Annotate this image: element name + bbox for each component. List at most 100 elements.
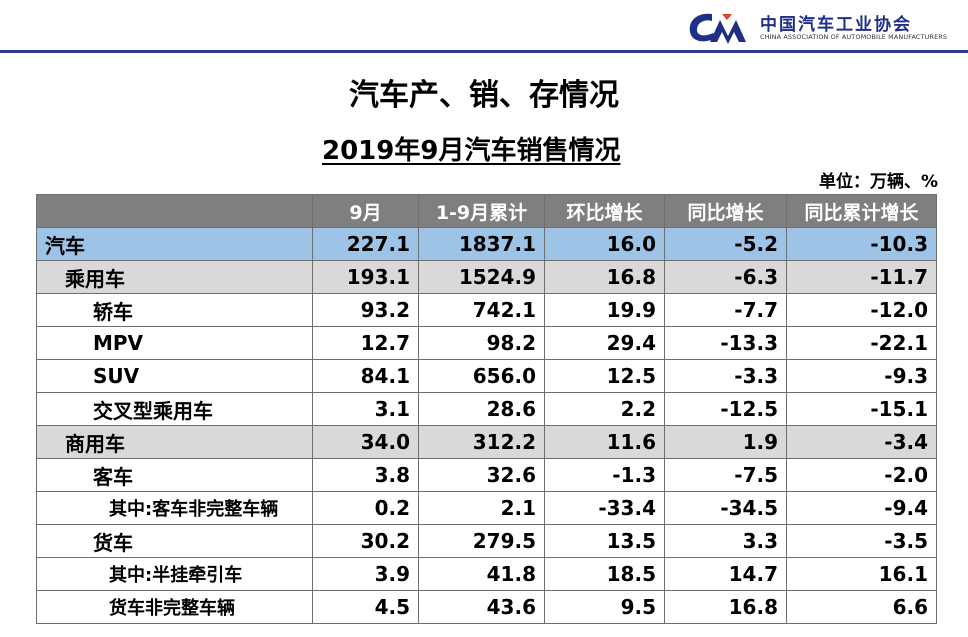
row-label: 乘用车 bbox=[36, 260, 313, 294]
column-header-ytd: 1-9月累计 bbox=[418, 194, 545, 228]
cell-ytd-yoy-growth: -22.1 bbox=[786, 326, 937, 360]
caam-logo bbox=[689, 13, 746, 44]
cell-mom-growth: 11.6 bbox=[544, 425, 665, 459]
row-label: SUV bbox=[36, 359, 313, 393]
cell-ytd-yoy-growth: -9.3 bbox=[786, 359, 937, 393]
cell-mom-growth: 9.5 bbox=[544, 590, 665, 624]
cell-ytd-yoy-growth: -9.4 bbox=[786, 491, 937, 525]
cell-month: 227.1 bbox=[312, 227, 419, 261]
row-label: MPV bbox=[36, 326, 313, 360]
table-row: SUV 84.1 656.0 12.5 -3.3 -9.3 bbox=[36, 359, 937, 393]
cell-mom-growth: 16.0 bbox=[544, 227, 665, 261]
cell-month: 193.1 bbox=[312, 260, 419, 294]
cell-month: 34.0 bbox=[312, 425, 419, 459]
cell-month: 12.7 bbox=[312, 326, 419, 360]
table-row: 其中:客车非完整车辆 0.2 2.1 -33.4 -34.5 -9.4 bbox=[36, 491, 937, 525]
table-row: 货车 30.2 279.5 13.5 3.3 -3.5 bbox=[36, 524, 937, 558]
cell-month: 93.2 bbox=[312, 293, 419, 327]
cell-yoy-growth: 14.7 bbox=[664, 557, 787, 591]
table-row: 乘用车 193.1 1524.9 16.8 -6.3 -11.7 bbox=[36, 260, 937, 294]
cell-mom-growth: 16.8 bbox=[544, 260, 665, 294]
cell-ytd: 312.2 bbox=[418, 425, 545, 459]
table-header-row: 9月 1-9月累计 环比增长 同比增长 同比累计增长 bbox=[36, 194, 937, 228]
table-title: 2019年9月汽车销售情况 bbox=[322, 136, 621, 166]
org-name-cn: 中国汽车工业协会 bbox=[760, 15, 912, 35]
row-label: 汽车 bbox=[36, 227, 313, 261]
header-divider bbox=[0, 50, 968, 53]
cell-yoy-growth: -6.3 bbox=[664, 260, 787, 294]
table-row: 交叉型乘用车 3.1 28.6 2.2 -12.5 -15.1 bbox=[36, 392, 937, 426]
cell-month: 4.5 bbox=[312, 590, 419, 624]
cell-mom-growth: 13.5 bbox=[544, 524, 665, 558]
cell-ytd-yoy-growth: 16.1 bbox=[786, 557, 937, 591]
cell-yoy-growth: -3.3 bbox=[664, 359, 787, 393]
column-header-ytd-yoy-growth: 同比累计增长 bbox=[786, 194, 937, 228]
cell-month: 30.2 bbox=[312, 524, 419, 558]
cell-ytd-yoy-growth: -3.4 bbox=[786, 425, 937, 459]
cell-month: 3.1 bbox=[312, 392, 419, 426]
cell-month: 0.2 bbox=[312, 491, 419, 525]
cell-ytd-yoy-growth: -2.0 bbox=[786, 458, 937, 492]
cell-mom-growth: 29.4 bbox=[544, 326, 665, 360]
cell-month: 3.9 bbox=[312, 557, 419, 591]
cell-ytd: 1524.9 bbox=[418, 260, 545, 294]
cell-ytd: 41.8 bbox=[418, 557, 545, 591]
cell-ytd: 28.6 bbox=[418, 392, 545, 426]
table-row: 轿车 93.2 742.1 19.9 -7.7 -12.0 bbox=[36, 293, 937, 327]
table-row: 商用车 34.0 312.2 11.6 1.9 -3.4 bbox=[36, 425, 937, 459]
cell-mom-growth: 19.9 bbox=[544, 293, 665, 327]
cell-mom-growth: 12.5 bbox=[544, 359, 665, 393]
cell-yoy-growth: 3.3 bbox=[664, 524, 787, 558]
cell-mom-growth: 2.2 bbox=[544, 392, 665, 426]
cell-month: 3.8 bbox=[312, 458, 419, 492]
column-header-category bbox=[36, 194, 313, 228]
cell-ytd: 2.1 bbox=[418, 491, 545, 525]
cell-ytd-yoy-growth: 6.6 bbox=[786, 590, 937, 624]
cell-ytd: 279.5 bbox=[418, 524, 545, 558]
cell-yoy-growth: -12.5 bbox=[664, 392, 787, 426]
cell-mom-growth: 18.5 bbox=[544, 557, 665, 591]
cell-yoy-growth: 1.9 bbox=[664, 425, 787, 459]
row-label: 其中:客车非完整车辆 bbox=[36, 491, 313, 525]
cell-yoy-growth: 16.8 bbox=[664, 590, 787, 624]
cell-ytd-yoy-growth: -12.0 bbox=[786, 293, 937, 327]
cell-ytd-yoy-growth: -3.5 bbox=[786, 524, 937, 558]
table-row: 客车 3.8 32.6 -1.3 -7.5 -2.0 bbox=[36, 458, 937, 492]
table-row: 其中:半挂牵引车 3.9 41.8 18.5 14.7 16.1 bbox=[36, 557, 937, 591]
cell-ytd: 742.1 bbox=[418, 293, 545, 327]
page-title: 汽车产、销、存情况 bbox=[349, 78, 619, 113]
column-header-yoy-growth: 同比增长 bbox=[664, 194, 787, 228]
row-label: 商用车 bbox=[36, 425, 313, 459]
cell-ytd-yoy-growth: -10.3 bbox=[786, 227, 937, 261]
cell-ytd: 32.6 bbox=[418, 458, 545, 492]
cell-yoy-growth: -7.5 bbox=[664, 458, 787, 492]
cell-ytd: 656.0 bbox=[418, 359, 545, 393]
row-label: 货车非完整车辆 bbox=[36, 590, 313, 624]
table-row: 货车非完整车辆 4.5 43.6 9.5 16.8 6.6 bbox=[36, 590, 937, 624]
unit-label: 单位：万辆、% bbox=[818, 172, 938, 192]
cell-ytd-yoy-growth: -15.1 bbox=[786, 392, 937, 426]
cell-yoy-growth: -5.2 bbox=[664, 227, 787, 261]
table-row: MPV 12.7 98.2 29.4 -13.3 -22.1 bbox=[36, 326, 937, 360]
cell-ytd: 43.6 bbox=[418, 590, 545, 624]
cell-mom-growth: -33.4 bbox=[544, 491, 665, 525]
row-label: 交叉型乘用车 bbox=[36, 392, 313, 426]
cell-ytd: 98.2 bbox=[418, 326, 545, 360]
cell-ytd-yoy-growth: -11.7 bbox=[786, 260, 937, 294]
cell-mom-growth: -1.3 bbox=[544, 458, 665, 492]
column-header-mom-growth: 环比增长 bbox=[544, 194, 665, 228]
cell-yoy-growth: -13.3 bbox=[664, 326, 787, 360]
page-header: 中国汽车工业协会 CHINA ASSOCIATION OF AUTOMOBILE… bbox=[0, 0, 968, 56]
row-label: 客车 bbox=[36, 458, 313, 492]
row-label: 货车 bbox=[36, 524, 313, 558]
row-label: 其中:半挂牵引车 bbox=[36, 557, 313, 591]
org-name-en: CHINA ASSOCIATION OF AUTOMOBILE MANUFACT… bbox=[760, 33, 948, 41]
cell-yoy-growth: -7.7 bbox=[664, 293, 787, 327]
cell-ytd: 1837.1 bbox=[418, 227, 545, 261]
cell-month: 84.1 bbox=[312, 359, 419, 393]
table-body: 汽车 227.1 1837.1 16.0 -5.2 -10.3 乘用车 193.1 1524.9… bbox=[36, 227, 937, 624]
cell-yoy-growth: -34.5 bbox=[664, 491, 787, 525]
row-label: 轿车 bbox=[36, 293, 313, 327]
column-header-month: 9月 bbox=[312, 194, 419, 228]
sales-table: 9月 1-9月累计 环比增长 同比增长 同比累计增长 汽车 227.1 1837.1… bbox=[36, 194, 937, 624]
